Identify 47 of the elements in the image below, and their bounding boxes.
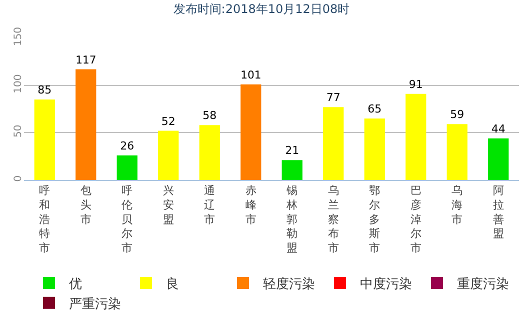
x-tick-label: 巴彦淖尔市 [410,184,422,254]
data-label: 65 [368,102,382,116]
x-tick-label: 呼和浩特市 [39,184,50,254]
y-tick-label: 0 [13,175,24,182]
data-label: 101 [240,68,262,82]
bar [364,118,385,180]
bar [240,84,262,180]
legend-label: 优 [69,277,82,292]
x-tick-label: 乌海市 [452,184,463,226]
bar [34,100,55,180]
x-tick-label: 通辽市 [204,184,216,226]
data-label: 77 [326,91,340,104]
chart-title: 发布时间:2018年10月12日08时 [173,2,350,16]
legend-label: 重度污染 [457,276,509,292]
bar [282,160,302,180]
bar [76,69,96,180]
x-tick-label: 赤峰市 [245,184,256,226]
legend-label: 中度污染 [360,276,412,292]
data-label: 117 [76,53,96,66]
bar [323,107,344,180]
bar [446,124,468,180]
x-tick-label: 兴安盟 [162,184,174,226]
data-label: 44 [491,122,506,136]
x-tick-label: 锡林郭勒盟 [286,184,298,254]
data-label: 91 [408,78,423,91]
data-label: 59 [450,108,464,122]
bar [406,94,426,180]
y-tick-label: 100 [13,74,24,94]
y-tick-label: 150 [13,26,24,46]
x-tick-label: 阿拉善盟 [492,184,504,240]
data-label: 21 [285,144,300,158]
data-label: 52 [161,114,176,128]
x-tick-label: 鄂尔多斯市 [369,184,380,254]
bar [199,125,220,180]
bar [488,138,509,180]
x-tick-label: 包头市 [80,184,92,226]
legend-label: 严重污染 [69,296,121,312]
x-tick-label: 呼伦贝尔市 [122,184,133,254]
legend-label: 轻度污染 [263,276,315,292]
bar [116,155,138,180]
data-label: 26 [120,139,134,152]
y-tick-label: 50 [13,124,24,138]
bar [158,130,179,180]
data-label: 58 [202,109,217,122]
x-tick-label: 乌兰察布市 [328,184,339,254]
legend-label: 良 [166,277,179,292]
data-label: 85 [38,84,52,97]
